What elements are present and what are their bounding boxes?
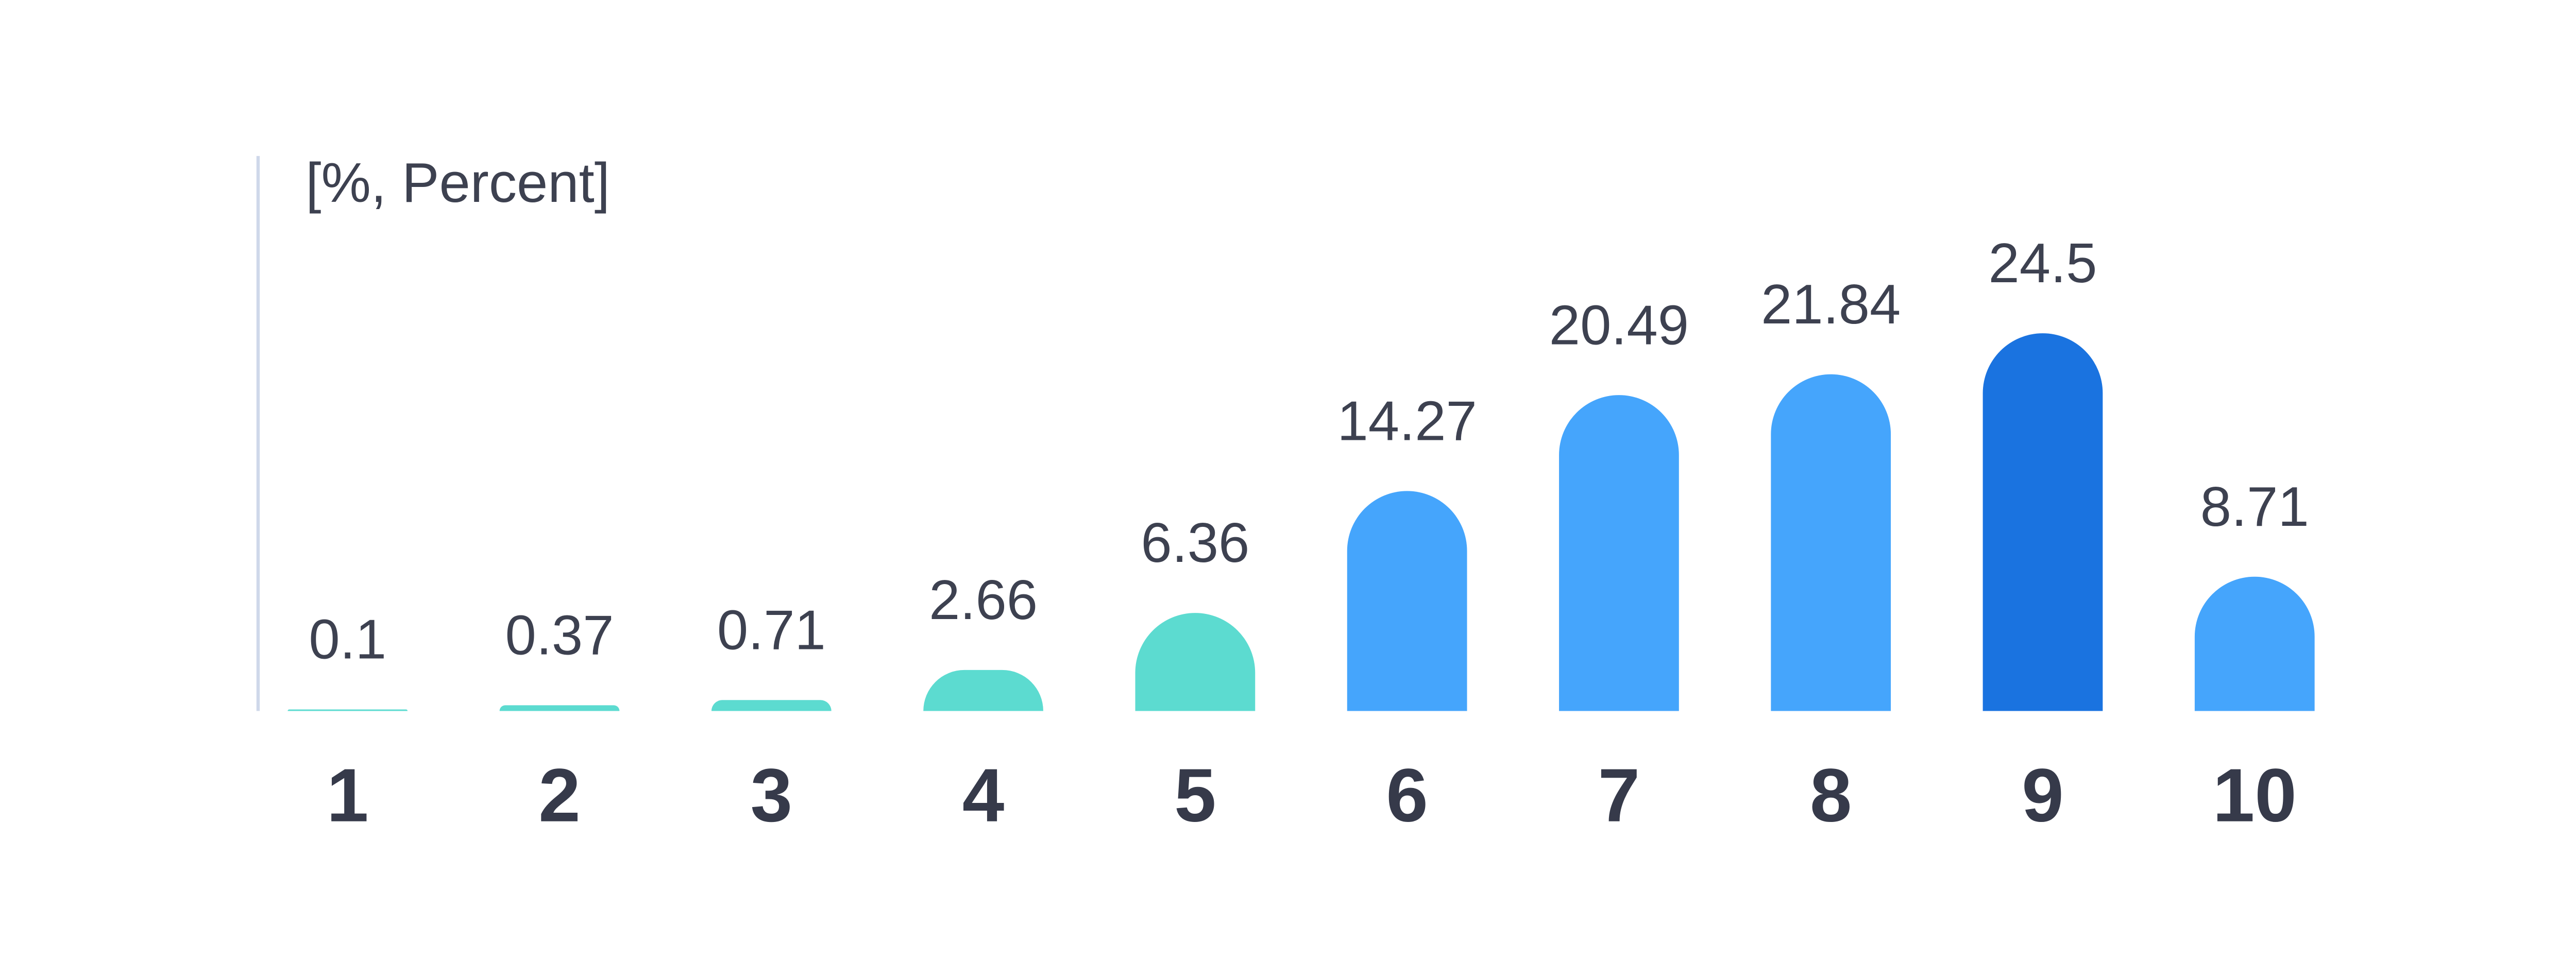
x-tick-label: 5 bbox=[1174, 753, 1216, 838]
value-label: 20.49 bbox=[1549, 294, 1689, 356]
bar bbox=[1347, 491, 1467, 711]
x-tick-label: 7 bbox=[1598, 753, 1640, 838]
value-label: 0.1 bbox=[309, 608, 386, 671]
value-label: 2.66 bbox=[929, 569, 1038, 631]
bar bbox=[1135, 613, 1256, 711]
x-tick-label: 1 bbox=[327, 753, 369, 838]
bar bbox=[287, 709, 408, 711]
bar bbox=[499, 705, 620, 711]
value-label: 21.84 bbox=[1761, 273, 1901, 335]
bar bbox=[1559, 395, 1679, 711]
value-label: 0.37 bbox=[505, 604, 614, 666]
bar bbox=[711, 700, 832, 711]
value-label: 0.71 bbox=[717, 598, 826, 661]
value-label: 14.27 bbox=[1337, 389, 1477, 452]
x-tick-label: 9 bbox=[2022, 753, 2064, 838]
x-tick-label: 6 bbox=[1386, 753, 1428, 838]
y-axis-label: [%, Percent] bbox=[306, 151, 609, 214]
x-tick-label: 10 bbox=[2213, 753, 2297, 838]
bar bbox=[1771, 374, 1891, 711]
x-tick-label: 2 bbox=[538, 753, 581, 838]
bar bbox=[2194, 576, 2315, 711]
bar bbox=[923, 670, 1043, 711]
x-tick-label: 3 bbox=[751, 753, 793, 838]
bar bbox=[1982, 333, 2103, 711]
x-tick-label: 4 bbox=[962, 753, 1005, 838]
x-tick-label: 8 bbox=[1810, 753, 1852, 838]
value-label: 6.36 bbox=[1141, 511, 1249, 574]
value-label: 24.5 bbox=[1989, 232, 2097, 294]
value-label: 8.71 bbox=[2200, 475, 2309, 538]
